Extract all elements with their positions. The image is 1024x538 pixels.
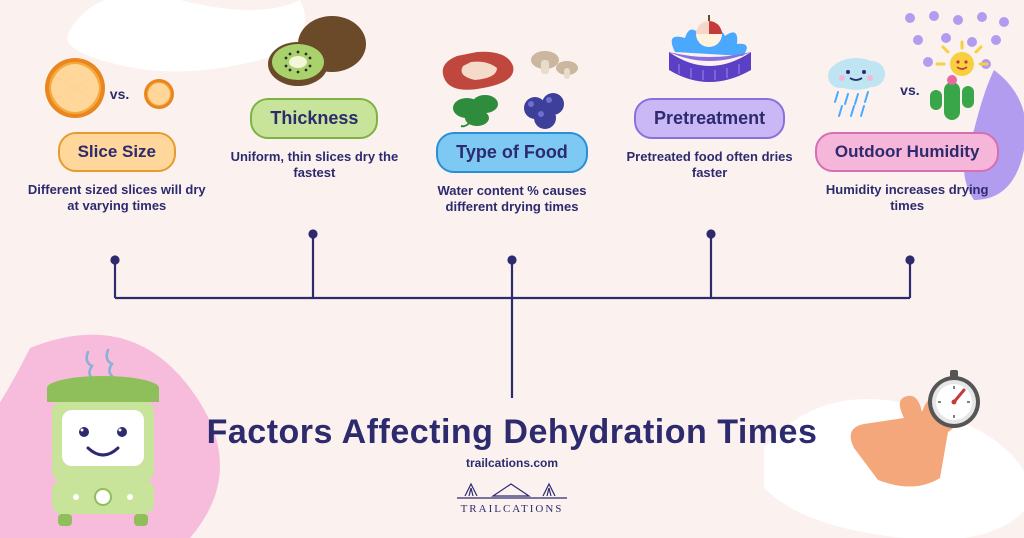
- stopwatch-hand-icon: [844, 368, 994, 498]
- infographic-canvas: vs. Slice Size Different sized slices wi…: [0, 0, 1024, 538]
- dehydrator-icon: [18, 344, 188, 534]
- brand-text: TRAILCATIONS: [461, 503, 564, 515]
